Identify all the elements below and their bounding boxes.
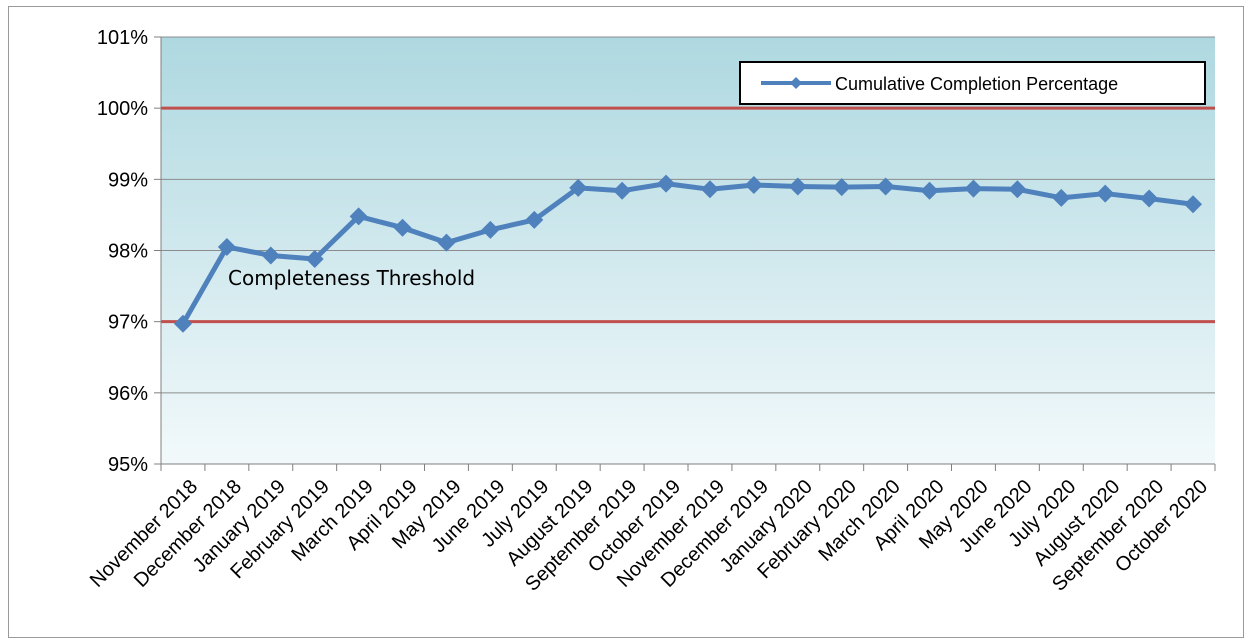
data-point-marker xyxy=(1052,188,1071,207)
data-point-marker xyxy=(305,250,324,269)
axes xyxy=(154,36,1216,471)
y-tick-label: 97% xyxy=(108,312,148,334)
data-point-marker xyxy=(788,177,807,196)
data-point-marker xyxy=(920,181,939,200)
data-point-marker xyxy=(349,207,368,226)
y-tick-label: 98% xyxy=(108,241,148,263)
legend: Cumulative Completion Percentage xyxy=(739,61,1206,105)
legend-marker-swatch xyxy=(790,77,802,89)
legend-label: Cumulative Completion Percentage xyxy=(835,74,1118,94)
data-point-marker xyxy=(657,174,676,193)
data-point-marker xyxy=(525,210,544,229)
data-point-marker xyxy=(832,178,851,197)
data-point-marker xyxy=(876,177,895,196)
data-point-marker xyxy=(1096,184,1115,203)
data-point-marker xyxy=(481,220,500,239)
y-tick-label: 95% xyxy=(108,454,148,476)
data-point-marker xyxy=(217,237,236,256)
chart-frame: 95% 96% 97% 98% 99% 100% 101% November 2018 Dec… xyxy=(8,6,1244,638)
data-point-marker xyxy=(1008,180,1027,199)
data-point-marker xyxy=(437,233,456,252)
y-tick-label: 99% xyxy=(108,169,148,191)
data-point-marker xyxy=(744,176,763,195)
threshold-annotation: Completeness Threshold xyxy=(228,266,475,290)
y-tick-label: 100% xyxy=(97,98,148,120)
series-layer xyxy=(173,174,1203,333)
data-point-marker xyxy=(393,218,412,237)
data-point-marker xyxy=(173,314,192,333)
line-chart: 95% 96% 97% 98% 99% 100% 101% November 2018Dec… xyxy=(86,27,1216,596)
data-point-marker xyxy=(964,179,983,198)
reference-lines xyxy=(161,106,1215,324)
legend-box xyxy=(739,61,1206,105)
data-point-marker xyxy=(1184,195,1203,214)
data-point-marker xyxy=(569,178,588,197)
data-point-marker xyxy=(261,246,280,265)
data-point-marker xyxy=(1140,189,1159,208)
data-point-marker xyxy=(700,180,719,199)
y-tick-label: 96% xyxy=(108,383,148,405)
y-tick-label: 101% xyxy=(97,27,148,49)
data-point-marker xyxy=(613,181,632,200)
y-axis-tick-labels: 95% 96% 97% 98% 99% 100% 101% xyxy=(97,27,148,476)
